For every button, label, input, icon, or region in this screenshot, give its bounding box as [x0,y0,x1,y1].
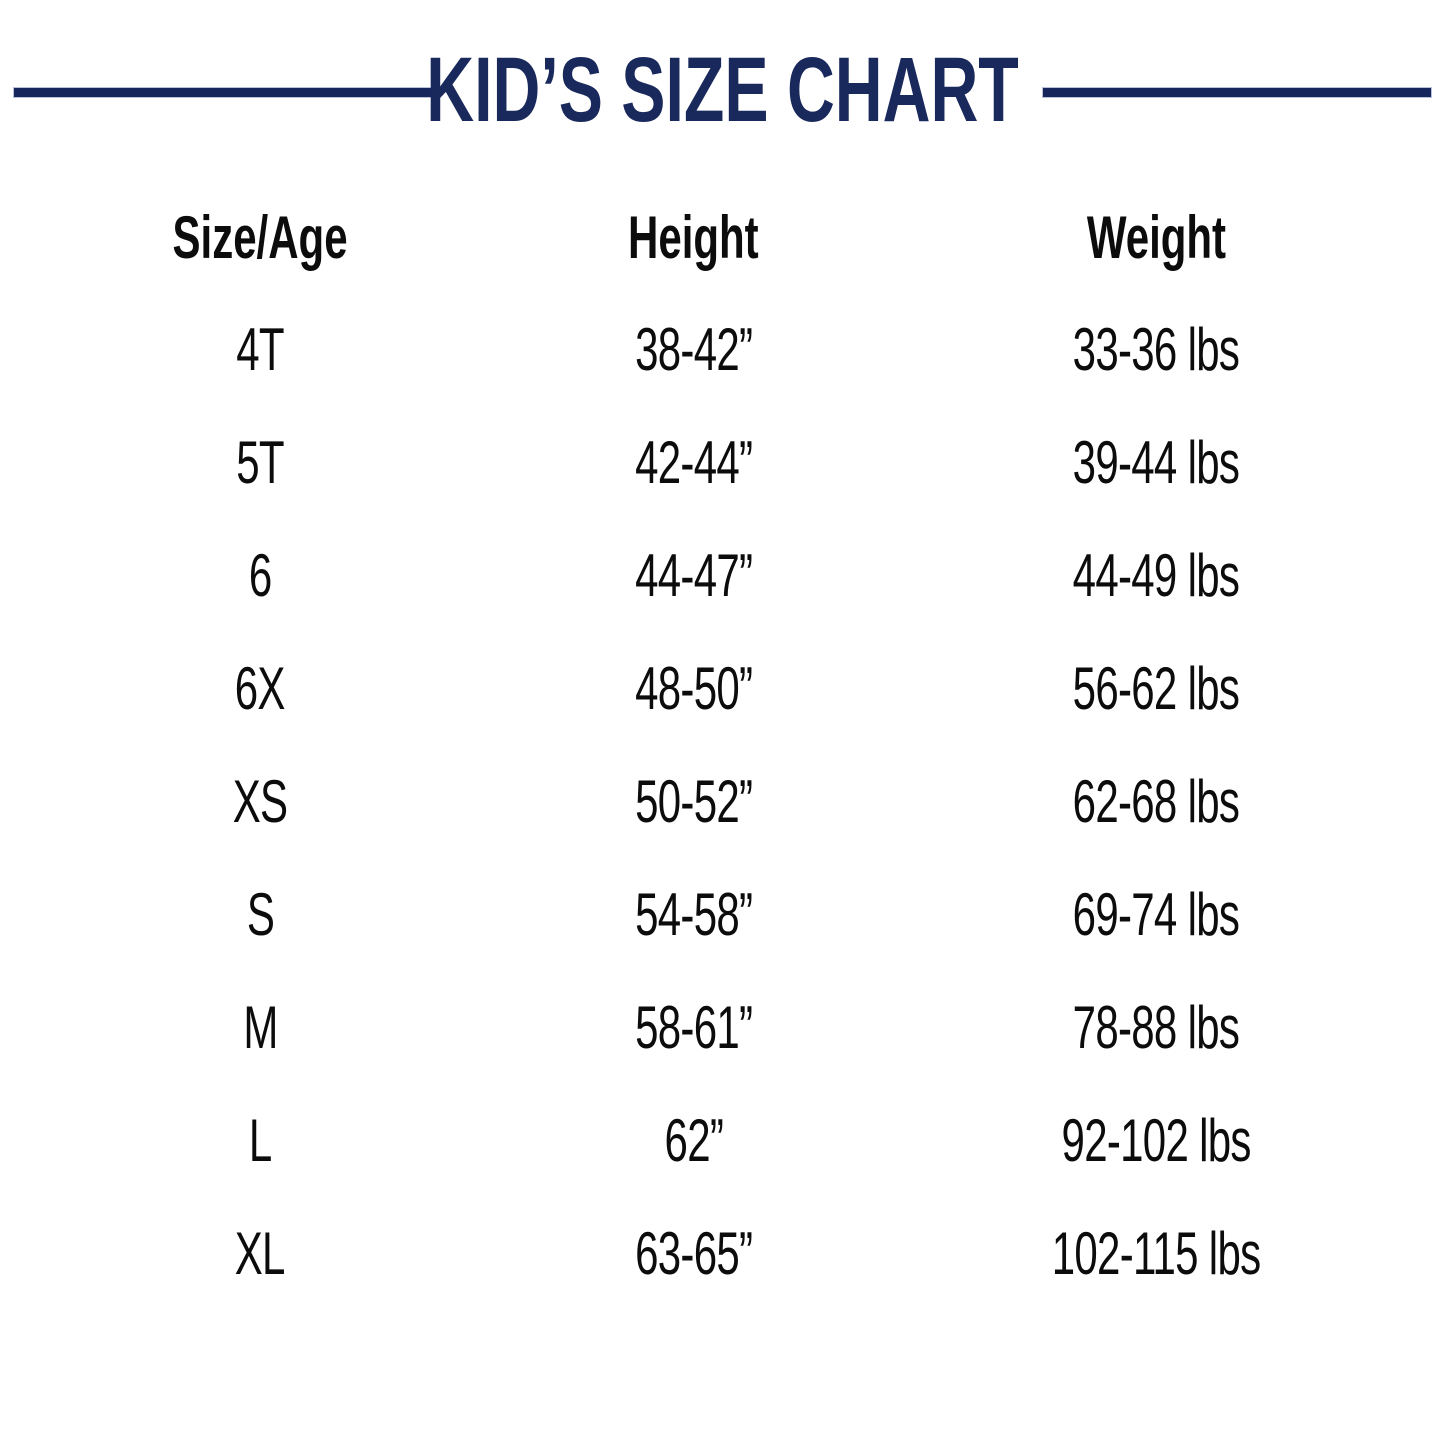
height-cell: 58-61” [634,994,753,1061]
weight-cell: 102-115 lbs [1051,1220,1261,1287]
page-title: KID’S SIZE CHART [426,39,1019,141]
weight-cell: 69-74 lbs [1072,881,1240,948]
weight-cell: 78-88 lbs [1072,994,1240,1061]
size-table: Size/Age Height Weight 4T 38-42” 33-36 l… [0,191,1445,1310]
table-row-4t: 4T 38-42” 33-36 lbs [0,293,1445,406]
column-header-size-age: Size/Age [172,203,348,271]
height-cell: 42-44” [634,429,753,496]
height-cell: 44-47” [634,542,753,609]
height-cell: 48-50” [634,655,753,722]
table-row-m: M 58-61” 78-88 lbs [0,971,1445,1084]
table-row-xs: XS 50-52” 62-68 lbs [0,745,1445,858]
column-header-weight: Weight [1086,203,1226,271]
table-header-row: Size/Age Height Weight [0,191,1445,283]
size-cell: XL [235,1220,286,1287]
height-cell: 38-42” [634,316,753,383]
height-cell: 62” [664,1107,723,1174]
table-row-l: L 62” 92-102 lbs [0,1084,1445,1197]
table-row-5t: 5T 42-44” 39-44 lbs [0,406,1445,519]
weight-cell: 44-49 lbs [1072,542,1240,609]
weight-cell: 39-44 lbs [1072,429,1240,496]
size-cell: S [246,881,274,948]
size-cell: L [248,1107,272,1174]
size-cell: 4T [236,316,284,383]
column-header-height: Height [628,203,759,271]
table-row-xl: XL 63-65” 102-115 lbs [0,1197,1445,1310]
table-row-6: 6 44-47” 44-49 lbs [0,519,1445,632]
table-row-s: S 54-58” 69-74 lbs [0,858,1445,971]
size-cell: XS [232,768,288,835]
height-cell: 63-65” [634,1220,753,1287]
weight-cell: 92-102 lbs [1061,1107,1251,1174]
size-cell: 6 [248,542,272,609]
weight-cell: 56-62 lbs [1072,655,1240,722]
height-cell: 54-58” [634,881,753,948]
weight-cell: 62-68 lbs [1072,768,1240,835]
title-band: KID’S SIZE CHART [0,38,1445,143]
size-cell: M [242,994,278,1061]
title-rule-left [14,88,434,97]
weight-cell: 33-36 lbs [1072,316,1240,383]
size-cell: 6X [235,655,286,722]
size-cell: 5T [236,429,284,496]
table-row-6x: 6X 48-50” 56-62 lbs [0,632,1445,745]
title-rule-right [1043,88,1431,97]
height-cell: 50-52” [634,768,753,835]
